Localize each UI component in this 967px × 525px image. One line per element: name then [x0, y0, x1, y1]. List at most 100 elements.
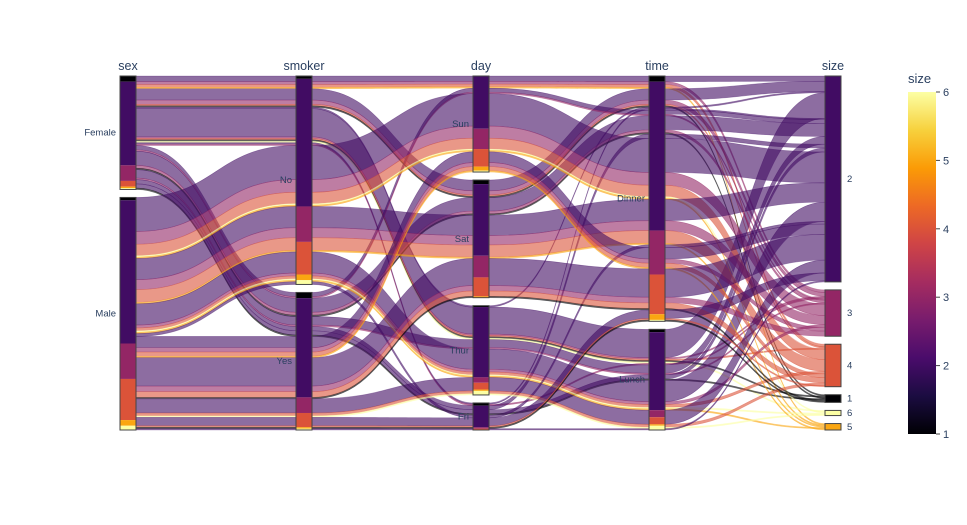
- ribbon-sex-to-smoker[interactable]: [135, 143, 297, 146]
- colorbar-tick-label: 4: [943, 224, 949, 236]
- bar-segment-time-Lunch-size-5: [649, 424, 665, 426]
- category-label-time-Lunch: Lunch: [619, 375, 645, 386]
- category-bar-sex-Male[interactable]: [119, 196, 137, 431]
- category-label-sex-Female: Female: [84, 128, 116, 139]
- bar-segment-time-Dinner-size-3: [649, 230, 665, 275]
- category-bar-smoker-No[interactable]: [295, 75, 313, 285]
- category-bar-day-Sat[interactable]: [472, 179, 490, 299]
- dimension-title-sex: sex: [118, 59, 138, 73]
- bar-segment-day-Thur-size-6: [473, 390, 489, 395]
- colorbar-tick-label: 5: [943, 155, 949, 167]
- ribbon-sex-to-smoker[interactable]: [135, 357, 297, 387]
- category-bar-smoker-Yes[interactable]: [295, 291, 313, 431]
- bar-segment-day-Thur-size-4: [473, 382, 489, 390]
- bar-segment-size-3-size-3: [825, 289, 841, 337]
- bar-segment-sex-Male-size-2: [120, 200, 136, 344]
- ribbon-sex-to-smoker[interactable]: [135, 391, 297, 398]
- bar-segment-time-Lunch-size-4: [649, 417, 665, 425]
- category-label-sex-Male: Male: [95, 309, 116, 320]
- bar-segment-time-Dinner-size-4: [649, 274, 665, 315]
- bar-segment-sex-Male-size-6: [120, 425, 136, 430]
- ribbon-smoker-to-day[interactable]: [311, 428, 474, 431]
- bar-segment-day-Thur-size-3: [473, 377, 489, 383]
- bar-segment-sex-Female-size-6: [120, 188, 136, 190]
- bar-segment-smoker-No-size-4: [296, 241, 312, 275]
- bar-segment-sex-Male-size-3: [120, 343, 136, 379]
- bar-segment-time-Lunch-size-2: [649, 332, 665, 411]
- ribbon-sex-to-smoker[interactable]: [135, 347, 297, 353]
- category-label-day-Fri: Fri: [458, 411, 469, 422]
- category-bar-sex-Female[interactable]: [119, 75, 137, 190]
- bar-segment-sex-Female-size-1: [120, 76, 136, 82]
- category-bar-size-1[interactable]: [824, 394, 842, 403]
- bar-segment-time-Dinner-size-1: [649, 76, 665, 82]
- bar-segment-day-Sat-size-4: [473, 277, 489, 297]
- bar-segment-day-Thur-size-5: [473, 389, 489, 391]
- bar-segment-time-Lunch-size-1: [649, 329, 665, 333]
- category-label-size-6: 6: [847, 408, 852, 419]
- ribbon-time-to-size[interactable]: [664, 75, 826, 82]
- ribbon-sex-to-smoker[interactable]: [135, 398, 297, 414]
- bar-segment-smoker-No-size-3: [296, 206, 312, 242]
- category-bar-time-Lunch[interactable]: [648, 328, 666, 431]
- bar-segment-sex-Male-size-5: [120, 420, 136, 426]
- dimension-title-time: time: [645, 59, 669, 73]
- ribbon-sex-to-smoker[interactable]: [135, 81, 297, 85]
- bar-segment-time-Lunch-size-3: [649, 410, 665, 418]
- bar-segment-smoker-Yes-size-4: [296, 412, 312, 428]
- category-bar-day-Sun[interactable]: [472, 75, 490, 173]
- category-bar-size-4[interactable]: [824, 343, 842, 388]
- ribbon-time-to-size[interactable]: [664, 80, 826, 101]
- bar-segment-time-Lunch-size-6: [649, 425, 665, 430]
- bar-segment-smoker-No-size-1: [296, 76, 312, 79]
- colorbar-tick-label: 2: [943, 361, 949, 373]
- bar-segment-day-Sat-size-5: [473, 296, 489, 298]
- colorbar-title: size: [908, 71, 931, 86]
- colorbar: size 1 2 3 4 5 6: [908, 71, 949, 441]
- ribbon-sex-to-smoker[interactable]: [135, 88, 297, 101]
- ribbon-smoker-to-day[interactable]: [311, 416, 474, 427]
- bar-segment-day-Fri-size-4: [473, 428, 489, 430]
- ribbon-sex-to-smoker[interactable]: [135, 351, 297, 357]
- bar-segment-day-Sat-size-1: [473, 180, 489, 185]
- ribbon-sex-to-smoker[interactable]: [135, 84, 297, 88]
- bar-segment-smoker-No-size-2: [296, 78, 312, 207]
- labels-layer: Female Male sex No Yes smoker Sun Sat Thur Fri day…: [84, 59, 852, 433]
- ribbon-sex-to-smoker[interactable]: [135, 385, 297, 393]
- category-label-size-2: 2: [847, 174, 852, 185]
- ribbon-sex-to-smoker[interactable]: [135, 416, 297, 427]
- ribbon-day-to-time[interactable]: [488, 75, 650, 82]
- category-bar-time-Dinner[interactable]: [648, 75, 666, 322]
- bar-segment-sex-Female-size-3: [120, 165, 136, 181]
- ribbon-sex-to-smoker[interactable]: [135, 75, 297, 82]
- ribbon-sex-to-smoker[interactable]: [135, 428, 297, 431]
- category-bar-day-Fri[interactable]: [472, 402, 490, 431]
- category-bar-size-3[interactable]: [824, 289, 842, 337]
- bar-segment-day-Sat-size-3: [473, 255, 489, 278]
- ribbon-sex-to-smoker[interactable]: [135, 108, 297, 138]
- bar-segment-smoker-No-size-6: [296, 280, 312, 285]
- ribbon-day-to-time[interactable]: [488, 428, 650, 431]
- category-bar-size-6[interactable]: [824, 409, 842, 417]
- bar-segment-size-4-size-4: [825, 344, 841, 387]
- category-label-time-Dinner: Dinner: [617, 194, 645, 205]
- bar-segment-size-2-size-2: [825, 76, 841, 282]
- bar-segment-day-Sun-size-5: [473, 166, 489, 171]
- bar-segment-size-6-size-6: [825, 410, 841, 416]
- category-bar-day-Thur[interactable]: [472, 305, 490, 396]
- ribbon-sex-to-smoker[interactable]: [135, 336, 297, 349]
- ribbon-sex-to-smoker[interactable]: [135, 412, 297, 417]
- ribbon-day-to-time[interactable]: [488, 86, 650, 90]
- category-bar-size-5[interactable]: [824, 423, 842, 431]
- bar-segment-day-Fri-size-1: [473, 402, 489, 406]
- ribbon-sex-to-smoker[interactable]: [135, 99, 297, 105]
- ribbon-smoker-to-day[interactable]: [311, 86, 474, 90]
- bar-segment-smoker-No-size-5: [296, 274, 312, 281]
- dimension-title-smoker: smoker: [284, 59, 325, 73]
- dimension-title-size: size: [822, 59, 844, 73]
- category-bar-size-2[interactable]: [824, 75, 842, 283]
- bar-segment-day-Thur-size-1: [473, 305, 489, 308]
- bar-segment-sex-Male-size-4: [120, 378, 136, 421]
- bar-segment-time-Dinner-size-6: [649, 319, 665, 322]
- ribbon-smoker-to-day[interactable]: [311, 75, 474, 82]
